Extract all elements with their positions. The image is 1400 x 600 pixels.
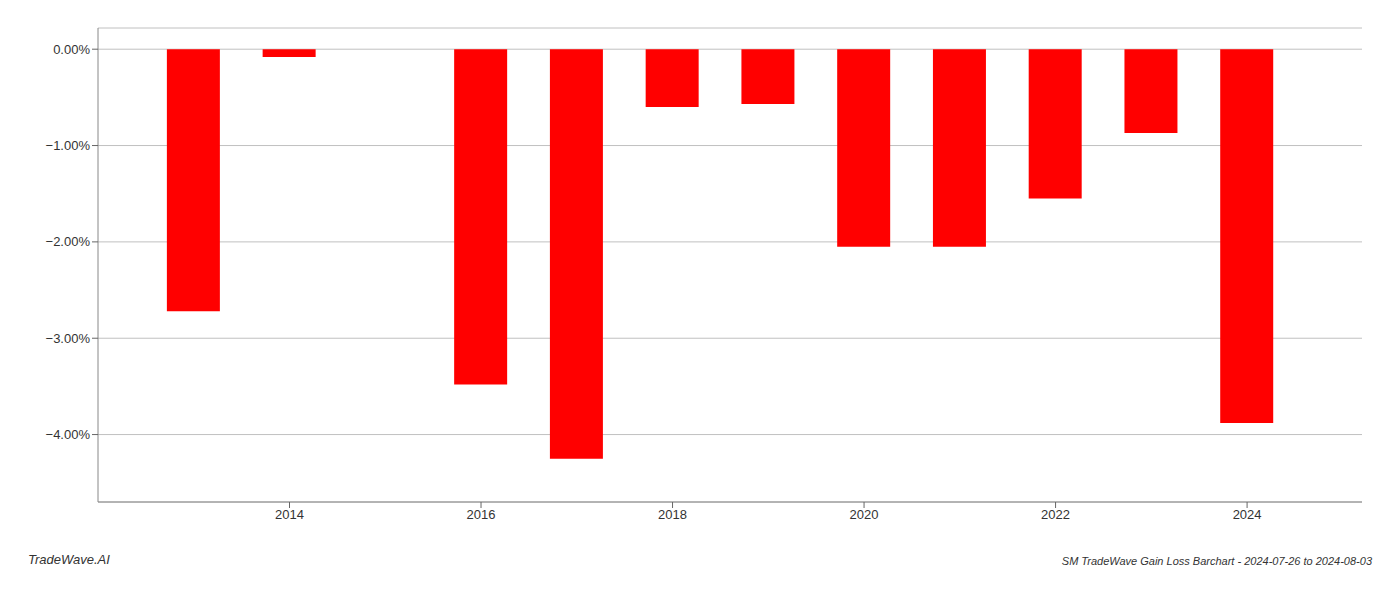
- svg-text:−1.00%: −1.00%: [46, 138, 91, 153]
- svg-text:−2.00%: −2.00%: [46, 234, 91, 249]
- svg-text:2018: 2018: [658, 507, 687, 522]
- svg-text:2022: 2022: [1041, 507, 1070, 522]
- html-text:TradeWave.AI: TradeWave.AI: [28, 552, 110, 567]
- svg-text:2024: 2024: [1233, 507, 1262, 522]
- svg-text:2016: 2016: [467, 507, 496, 522]
- svg-text:2014: 2014: [275, 507, 304, 522]
- svg-text:2020: 2020: [850, 507, 879, 522]
- html-text:SM TradeWave Gain Loss Barchar: SM TradeWave Gain Loss Barchart - 2024-0…: [1061, 555, 1372, 567]
- svg-text:0.00%: 0.00%: [53, 42, 90, 57]
- svg-text:−4.00%: −4.00%: [46, 427, 91, 442]
- svg-text:−3.00%: −3.00%: [46, 331, 91, 346]
